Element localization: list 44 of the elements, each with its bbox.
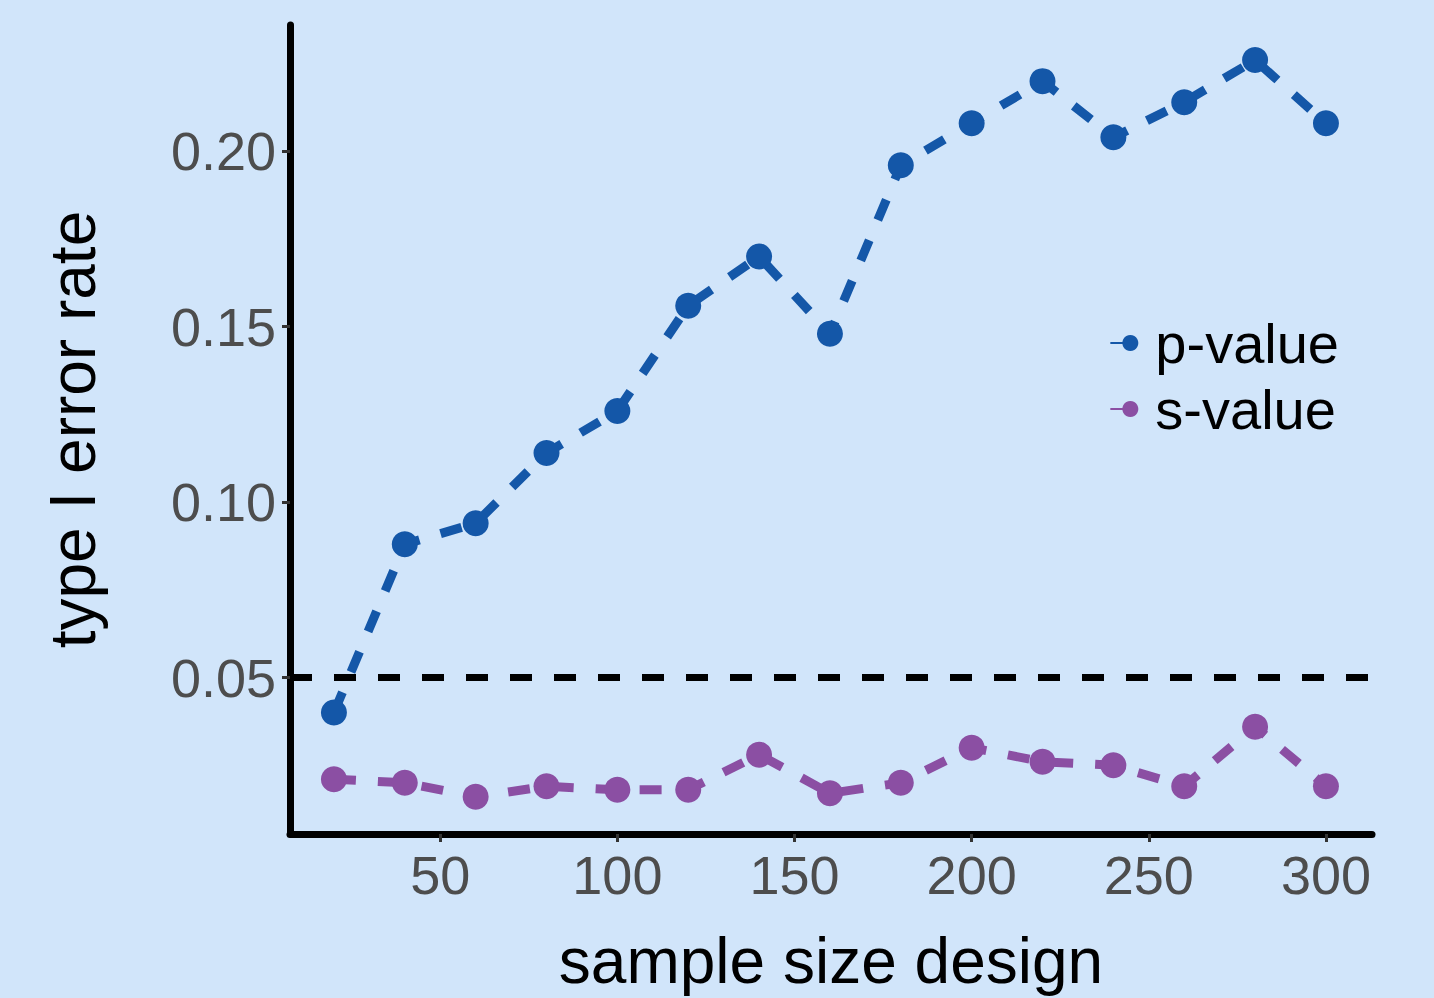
y-axis-title: type I error rate — [37, 210, 109, 649]
y-tick-label: 0.20 — [170, 121, 276, 182]
y-tick-label: 0.05 — [170, 647, 276, 708]
point — [1242, 713, 1269, 740]
point — [675, 776, 702, 803]
point — [1312, 110, 1339, 137]
point — [1029, 748, 1056, 775]
x-tick-label: 200 — [926, 845, 1017, 905]
x-tick-label: 300 — [1280, 845, 1371, 905]
legend-label: s-value — [1155, 377, 1336, 441]
point — [1029, 68, 1056, 95]
point — [604, 397, 631, 424]
point — [1312, 773, 1339, 800]
point — [1100, 124, 1127, 151]
x-axis-title: sample size design — [558, 925, 1104, 997]
point — [1100, 752, 1127, 779]
point — [746, 741, 773, 768]
point — [816, 320, 843, 347]
point — [816, 780, 843, 807]
point — [391, 531, 418, 558]
point — [1171, 89, 1198, 116]
point — [675, 292, 702, 319]
x-tick-label: 250 — [1103, 845, 1194, 905]
x-tick-label: 150 — [749, 845, 840, 905]
point — [533, 440, 560, 466]
x-tick-label: 100 — [572, 845, 663, 905]
point — [1242, 47, 1269, 74]
point — [958, 110, 985, 137]
y-tick-label: 0.15 — [170, 296, 276, 357]
point — [746, 243, 773, 270]
point — [462, 783, 489, 810]
point — [1171, 773, 1198, 800]
point — [320, 766, 347, 793]
legend-label: p-value — [1155, 311, 1339, 375]
x-tick-label: 50 — [410, 845, 471, 905]
point — [887, 769, 914, 796]
point — [604, 776, 631, 803]
point — [533, 773, 560, 800]
point — [958, 734, 985, 761]
point — [320, 699, 347, 726]
point — [391, 769, 418, 796]
point — [887, 152, 914, 179]
point — [462, 510, 489, 537]
y-tick-label: 0.10 — [170, 472, 276, 533]
